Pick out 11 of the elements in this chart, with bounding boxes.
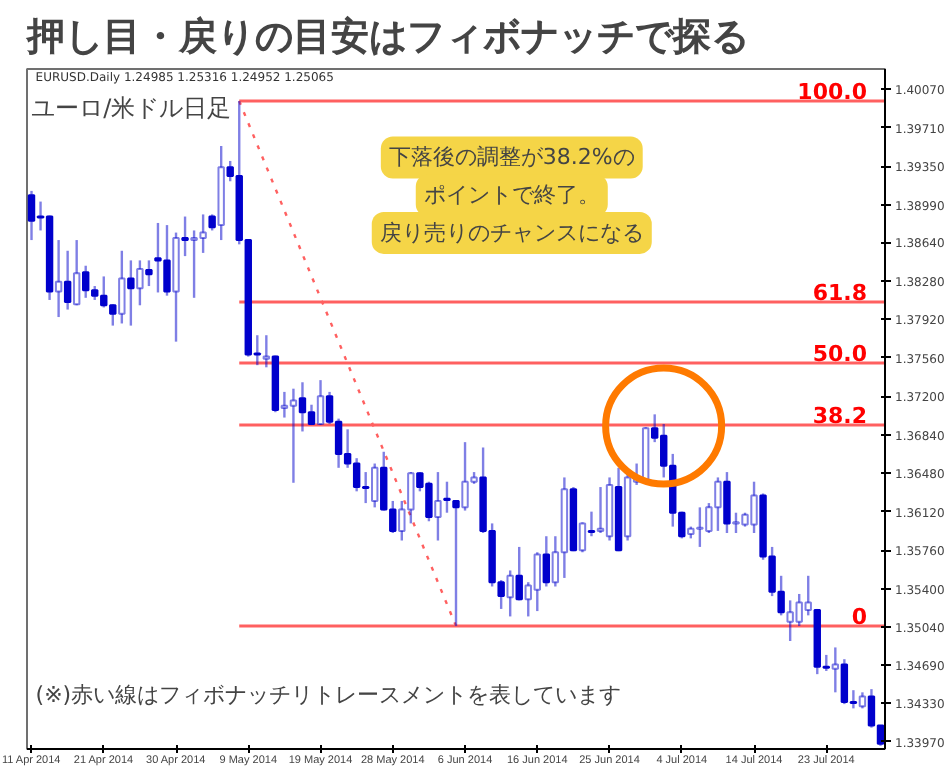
annotation: 61.8 [812, 280, 867, 307]
annotation: ユーロ/米ドル日足 [31, 94, 232, 123]
annotation: 0 [851, 604, 868, 631]
annotation: ポイントで終了。 [423, 182, 600, 209]
chart-title: 押し目・戻りの目安はフィボナッチで探る [25, 15, 749, 59]
annotation: 38.2 [812, 403, 867, 430]
annotation: (※)赤い線はフィボナッチリトレースメントを表しています [35, 682, 622, 709]
annotation: 100.0 [797, 79, 868, 106]
annotation: 戻り売りのチャンスになる [379, 219, 644, 246]
annotation: 50.0 [812, 341, 868, 368]
annotation: 下落後の調整が38.2%の [388, 144, 635, 171]
